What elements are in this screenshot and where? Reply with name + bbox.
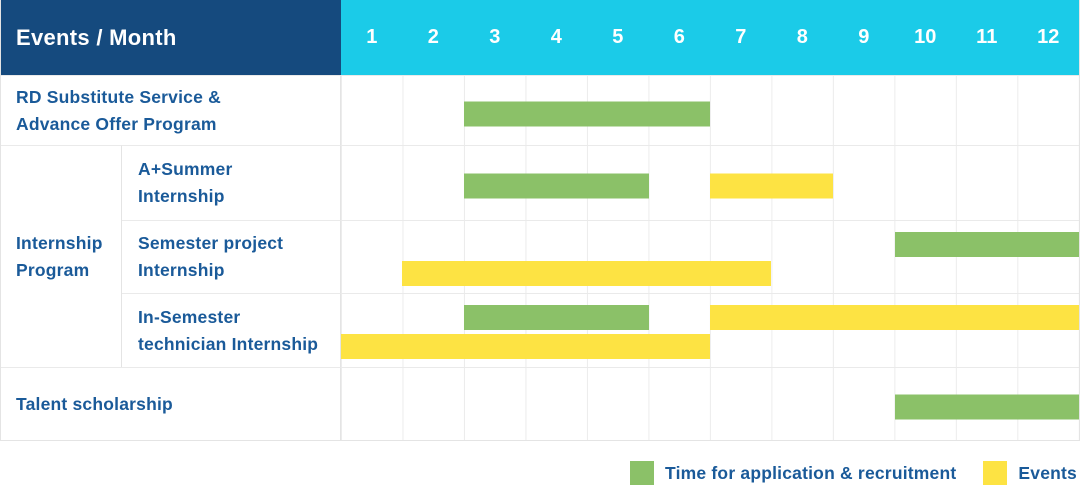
month-header-cell: 6 [673, 26, 685, 48]
gantt-bar-event [402, 261, 772, 286]
month-header-cell: 8 [796, 26, 808, 48]
row-label-in-semester-technician-internship: In-Semester technician Internship [122, 293, 341, 367]
row-label-line: Internship [138, 186, 225, 206]
gantt-row-chart-in-semester-technician-internship [341, 293, 1079, 367]
gantt-bar-event [710, 173, 833, 199]
month-header-cell: 4 [550, 26, 562, 48]
gantt-bar-event [341, 334, 710, 359]
row-label-line: RD Substitute Service & [16, 86, 221, 107]
row-label-line: technician Internship [138, 333, 319, 354]
legend-swatch-green [630, 461, 655, 485]
gantt-row-chart-talent-scholarship [341, 367, 1079, 440]
row-label-a-plus-summer-internship: A+Summer Internship [122, 145, 341, 220]
month-header-cell: 7 [735, 26, 747, 48]
legend-item-application: Time for application & recruitment [630, 461, 956, 485]
legend-label-events: Events [1018, 462, 1077, 483]
legend-item-events: Events [983, 461, 1077, 485]
legend: Time for application & recruitment Event… [630, 461, 1077, 485]
gantt-row-chart-semester-project-internship [341, 220, 1079, 293]
legend-label-application: Time for application & recruitment [665, 462, 957, 483]
row-label-line: Internship [138, 260, 225, 280]
month-header-cell: 3 [489, 26, 501, 48]
month-header-cell: 5 [612, 26, 624, 48]
row-label-line: Semester project [138, 233, 284, 253]
month-header-cell: 2 [427, 26, 439, 48]
month-header-row: 1 2 3 4 5 6 7 8 9 10 11 12 [341, 0, 1079, 75]
group-label-line: Program [16, 259, 90, 280]
group-label-line: Internship [16, 232, 103, 253]
row-label-line: Advance Offer Program [16, 113, 217, 134]
gantt-bar-application [894, 394, 1079, 420]
gantt-bar-application [894, 232, 1079, 257]
row-label-talent-scholarship: Talent scholarship [1, 367, 341, 440]
gantt-row-chart-a-plus-summer-internship [341, 145, 1079, 220]
gantt-bar-application [464, 173, 649, 199]
row-label-line: In-Semester [138, 306, 241, 327]
month-header-cell: 12 [1037, 26, 1060, 48]
row-label-rd-substitute-service: RD Substitute Service & Advance Offer Pro… [1, 75, 341, 145]
row-label-semester-project-internship: Semester project Internship [122, 220, 341, 293]
gantt-bar-application [464, 305, 649, 330]
month-header-cell: 9 [858, 26, 870, 48]
gantt-table: Events / Month 1 2 3 4 5 6 7 8 9 10 11 12 Internshi… [0, 0, 1080, 441]
gantt-row-chart-rd-substitute-service [341, 75, 1079, 145]
month-header-cell: 1 [366, 26, 378, 48]
group-cell-internship-program: Internship Program [1, 145, 122, 367]
gantt-bar-application [464, 101, 710, 126]
gantt-bar-event [710, 305, 1079, 330]
legend-swatch-yellow [983, 461, 1008, 485]
row-label-line: A+Summer [138, 159, 233, 179]
row-label-line: Talent scholarship [16, 393, 173, 414]
table-header-events-month: Events / Month [1, 0, 341, 75]
month-header-cell: 11 [976, 26, 998, 48]
month-header-cell: 10 [914, 26, 937, 48]
table-header-title: Events / Month [16, 24, 177, 50]
